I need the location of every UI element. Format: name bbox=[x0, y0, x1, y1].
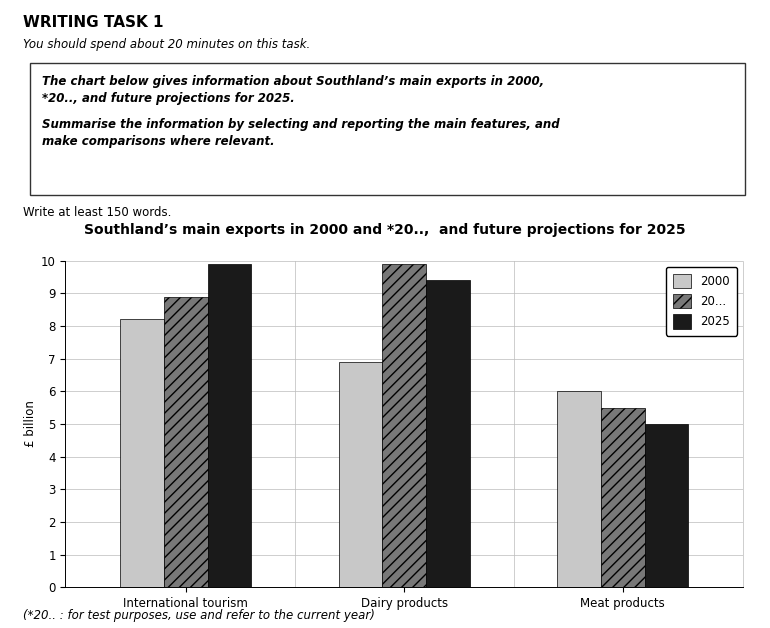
Bar bbox=[601, 408, 644, 587]
Bar bbox=[557, 391, 601, 587]
Text: *20.., and future projections for 2025.: *20.., and future projections for 2025. bbox=[42, 92, 295, 105]
Text: Write at least 150 words.: Write at least 150 words. bbox=[23, 206, 172, 219]
Text: The chart below gives information about Southland’s main exports in 2000,: The chart below gives information about … bbox=[42, 75, 544, 89]
Y-axis label: £ billion: £ billion bbox=[24, 401, 37, 447]
Bar bbox=[208, 264, 251, 587]
Text: WRITING TASK 1: WRITING TASK 1 bbox=[23, 15, 163, 30]
Bar bbox=[339, 362, 383, 587]
Text: Southland’s main exports in 2000 and *20..,  and future projections for 2025: Southland’s main exports in 2000 and *20… bbox=[84, 223, 686, 237]
Text: (*20.. : for test purposes, use and refer to the current year): (*20.. : for test purposes, use and refe… bbox=[23, 609, 375, 622]
Bar bbox=[164, 296, 208, 587]
Bar bbox=[644, 424, 688, 587]
Text: make comparisons where relevant.: make comparisons where relevant. bbox=[42, 135, 275, 148]
Text: You should spend about 20 minutes on this task.: You should spend about 20 minutes on thi… bbox=[23, 38, 310, 51]
Text: Summarise the information by selecting and reporting the main features, and: Summarise the information by selecting a… bbox=[42, 118, 560, 131]
Bar bbox=[426, 280, 470, 587]
Legend: 2000, 20..., 2025: 2000, 20..., 2025 bbox=[666, 266, 737, 336]
Bar bbox=[383, 264, 426, 587]
Bar bbox=[120, 320, 164, 587]
